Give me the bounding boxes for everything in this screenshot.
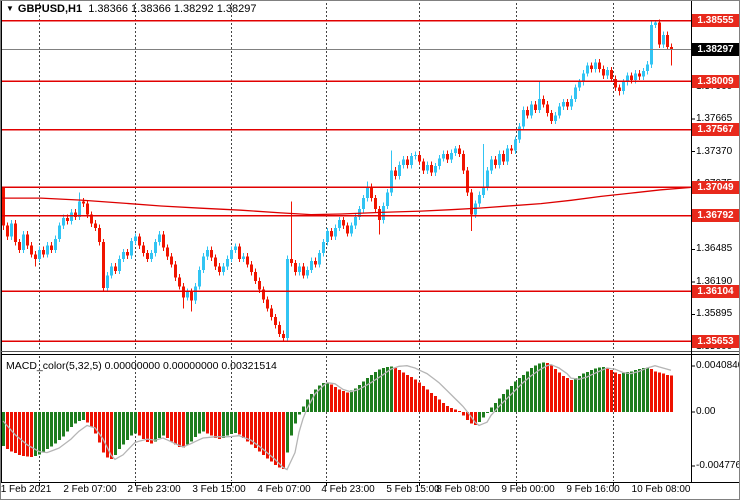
time-axis-label: 9 Feb 16:00 xyxy=(566,484,620,495)
price-level-badge: 1.35653 xyxy=(692,334,739,348)
current-price-badge: 1.38297 xyxy=(692,42,739,56)
time-axis-label: 5 Feb 15:00 xyxy=(386,484,440,495)
time-axis-label: 4 Feb 23:00 xyxy=(321,484,375,495)
time-axis-label: 1 Feb 2021 xyxy=(0,484,52,495)
price-tick-label: 1.37665 xyxy=(696,113,733,125)
indicator-label: MACD_color(5,32,5) 0.00000000 0.00000000… xyxy=(6,360,277,372)
price-level-badge: 1.36104 xyxy=(692,284,739,298)
macd-tick-label: -0.004776 xyxy=(696,459,740,471)
price-tick-label: 1.36485 xyxy=(696,243,733,255)
time-axis-label: 2 Feb 07:00 xyxy=(63,484,117,495)
price-level-badge: 1.37567 xyxy=(692,123,739,137)
time-axis-label: 9 Feb 00:00 xyxy=(501,484,555,495)
price-level-badge: 1.38555 xyxy=(692,14,739,28)
ohlc-values: 1.38366 1.38366 1.38292 1.38297 xyxy=(88,3,257,15)
symbol-period-label: GBPUSD,H1 xyxy=(17,3,83,15)
time-axis-label: 10 Feb 08:00 xyxy=(631,484,691,495)
chart-menu-arrow-icon[interactable]: ▼ xyxy=(6,4,14,13)
time-axis-label: 4 Feb 07:00 xyxy=(257,484,311,495)
price-level-badge: 1.36792 xyxy=(692,209,739,222)
macd-tick-label: 0.0040840 xyxy=(696,359,740,371)
price-tick-label: 1.37370 xyxy=(696,145,733,157)
price-level-badge: 1.38009 xyxy=(692,74,739,88)
chart-title: ▼ GBPUSD,H1 1.38366 1.38366 1.38292 1.382… xyxy=(6,3,256,15)
time-axis-label: 3 Feb 15:00 xyxy=(192,484,246,495)
macd-tick-label: 0.00 xyxy=(696,406,716,417)
time-axis-label: 8 Feb 08:00 xyxy=(436,484,490,495)
time-axis-label: 2 Feb 23:00 xyxy=(127,484,181,495)
price-tick-label: 1.35895 xyxy=(696,308,733,320)
price-level-badge: 1.37049 xyxy=(692,180,739,194)
price-tick-label: 1.36190 xyxy=(696,275,733,287)
